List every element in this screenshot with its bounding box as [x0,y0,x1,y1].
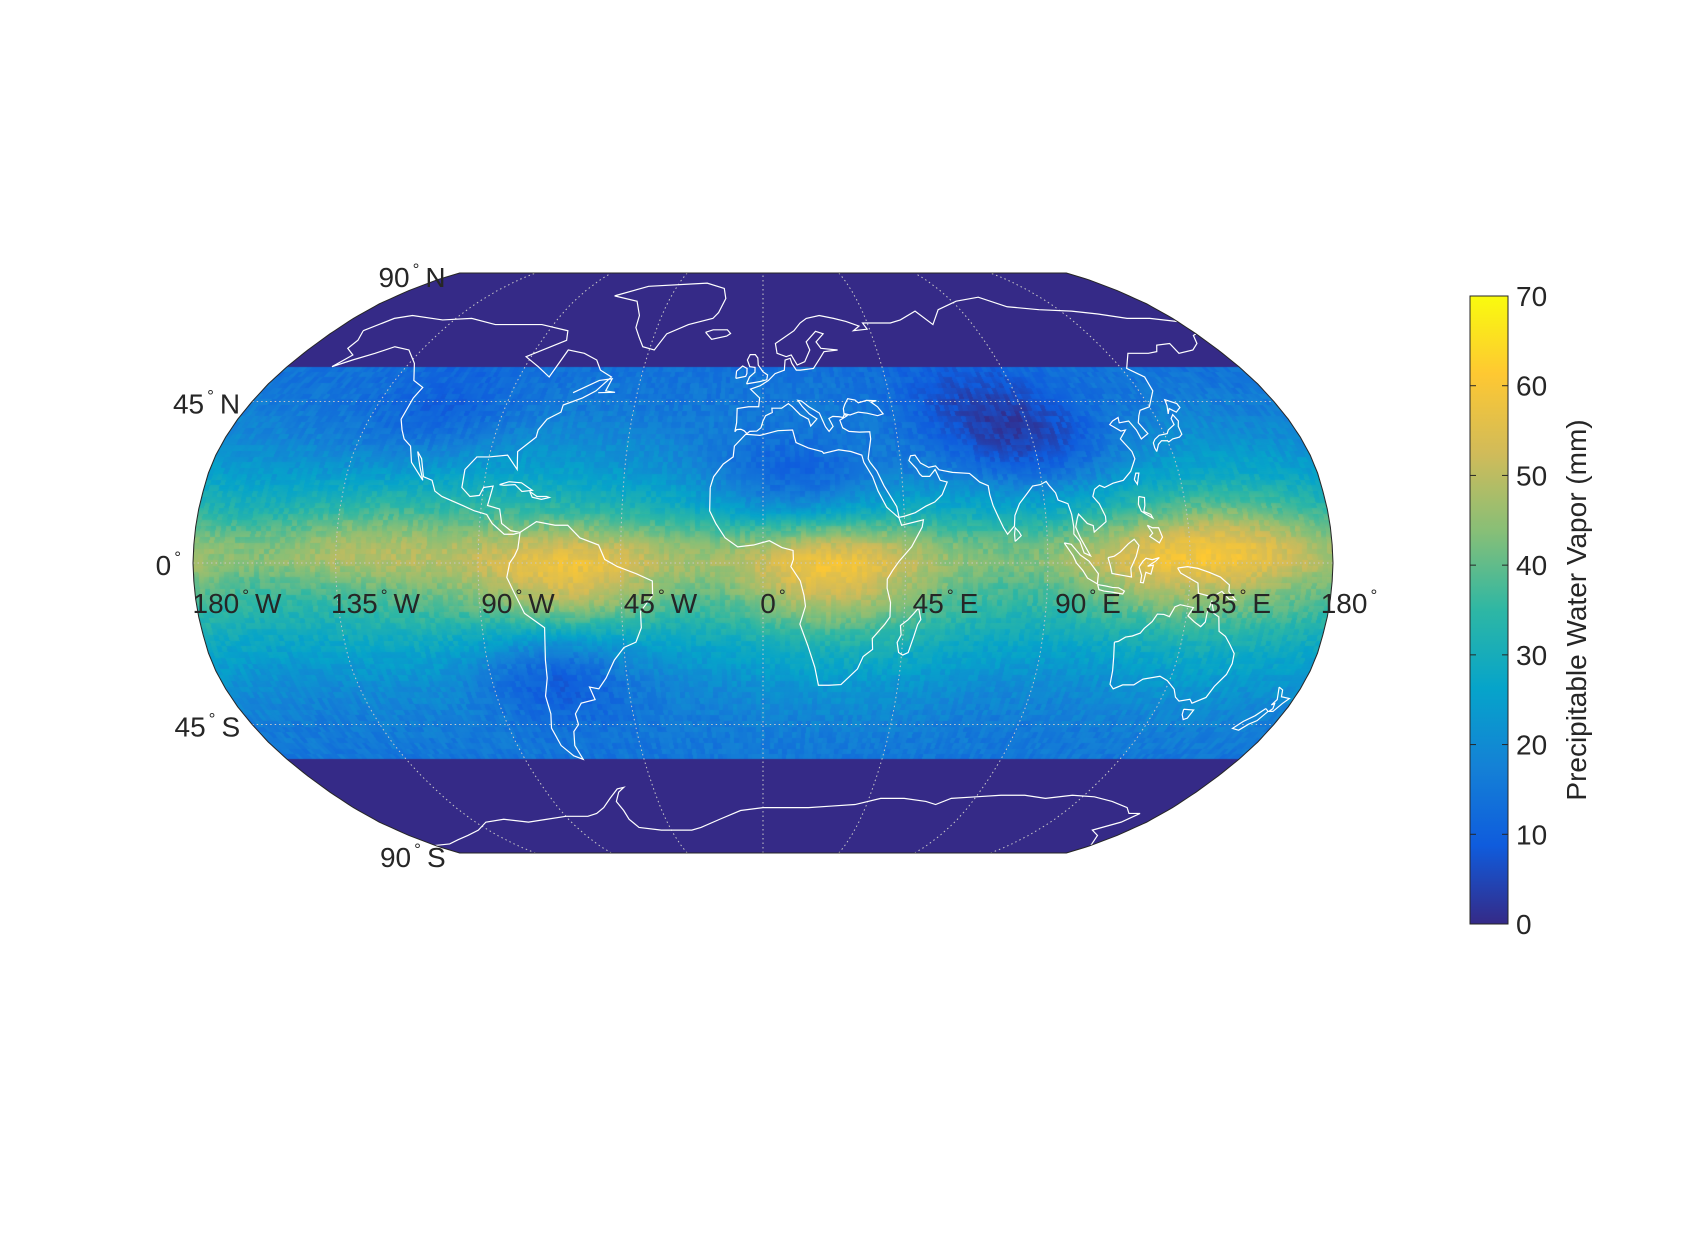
colorbar-ramp [1469,295,1509,925]
coastline [1109,599,1235,704]
colorbar-label: Precipitable Water Vapor (mm) [1561,419,1592,800]
colorbar-tick-label: 20 [1516,730,1547,761]
colorbar-tick-label: 10 [1516,819,1547,850]
coastline [1013,526,1022,542]
longitude-label: 180 ° W [193,586,283,619]
longitude-label: 0 ° [760,586,785,619]
longitude-label-text: 45 ° E [913,586,979,619]
coastline [1152,413,1183,452]
latitude-label: 90 ° N [378,260,445,293]
coastline [896,607,922,656]
coastline [1163,398,1181,414]
meridian-line [334,273,536,853]
latitude-label: 45 ° S [175,710,241,743]
longitude-labels: 180 ° W 135 ° W 90 ° W 45 ° W 0 ° 45 ° E 90 ° E 135 ° E 180 ° [193,586,1378,619]
coastline [1146,524,1164,544]
longitude-label: 90 ° W [481,586,555,619]
colorbar-ticks: 0 10 20 30 40 50 60 70 [1470,281,1547,940]
coastline [506,521,654,761]
coastline [1063,542,1099,585]
colorbar-tick-label: 0 [1516,909,1532,940]
colorbar[interactable]: 0 10 20 30 40 50 60 70 Precipitable Water Vapor… [1469,281,1592,940]
longitude-label: 135 ° W [331,586,421,619]
longitude-label-text: 45 ° W [624,586,698,619]
map-axes[interactable] [192,272,1334,854]
coastline [614,282,727,351]
coastline [735,365,748,379]
longitude-label-text: 0 ° [760,586,785,619]
latitude-label: 0 ° [156,548,181,581]
longitude-label-text: 135 ° W [331,586,421,619]
latitude-label: 90 ° S [380,840,446,873]
coastlines [331,282,1291,847]
longitude-label: 180 ° [1321,586,1378,619]
colorbar-tick-label: 50 [1516,460,1547,491]
colorbar-tick-label: 40 [1516,550,1547,581]
coastline [745,354,769,385]
longitude-label-text: 90 ° E [1055,586,1121,619]
coastline [705,329,732,340]
longitude-label-text: 180 ° W [193,586,283,619]
coastline [499,481,534,493]
coastline [435,786,1141,847]
coastline [1181,708,1195,721]
coastline [1177,565,1238,601]
longitude-label: 45 ° W [624,586,698,619]
coastline [529,490,552,500]
coastline [734,296,1178,432]
latitude-label: 45 ° N [173,386,240,419]
graticule [193,273,1333,853]
colorbar-tick-label: 70 [1516,281,1547,312]
latitude-label-text: 45 ° S [175,710,241,743]
coastline [734,333,1198,558]
meridian-line [990,273,1192,853]
colorbar-tick-label: 60 [1516,371,1547,402]
longitude-label-text: 135 ° E [1190,586,1271,619]
latitude-label-text: 90 ° S [380,840,446,873]
longitude-label-text: 180 ° [1321,586,1378,619]
latitude-label-text: 45 ° N [173,386,240,419]
coastline [1231,708,1269,731]
coastline [572,377,616,394]
coastline [331,314,613,535]
coastline [1097,583,1126,595]
colorbar-tick-label: 30 [1516,640,1547,671]
latitude-labels: 90 ° N 45 ° N 0 ° 45 ° S 90 ° S [156,260,446,873]
latitude-label-text: 0 ° [156,548,181,581]
coastline [1133,472,1140,486]
latitude-label-text: 90 ° N [378,260,445,293]
coastline [1107,538,1140,578]
coastline [709,429,925,686]
longitude-label-text: 90 ° W [481,586,555,619]
coastline [842,397,885,417]
coastline [1267,686,1291,712]
coastline [1137,495,1155,520]
longitude-label: 135 ° E [1190,586,1271,619]
coastline [1138,557,1160,584]
longitude-label: 45 ° E [913,586,979,619]
longitude-label: 90 ° E [1055,586,1121,619]
map-frame [192,272,1334,854]
